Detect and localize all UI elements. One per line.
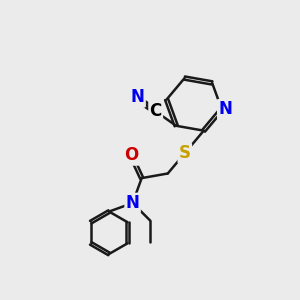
Text: N: N [126, 194, 140, 212]
Text: O: O [124, 146, 138, 164]
Text: N: N [131, 88, 145, 106]
Text: S: S [179, 144, 191, 162]
Text: C: C [150, 102, 162, 120]
Text: N: N [218, 100, 232, 118]
